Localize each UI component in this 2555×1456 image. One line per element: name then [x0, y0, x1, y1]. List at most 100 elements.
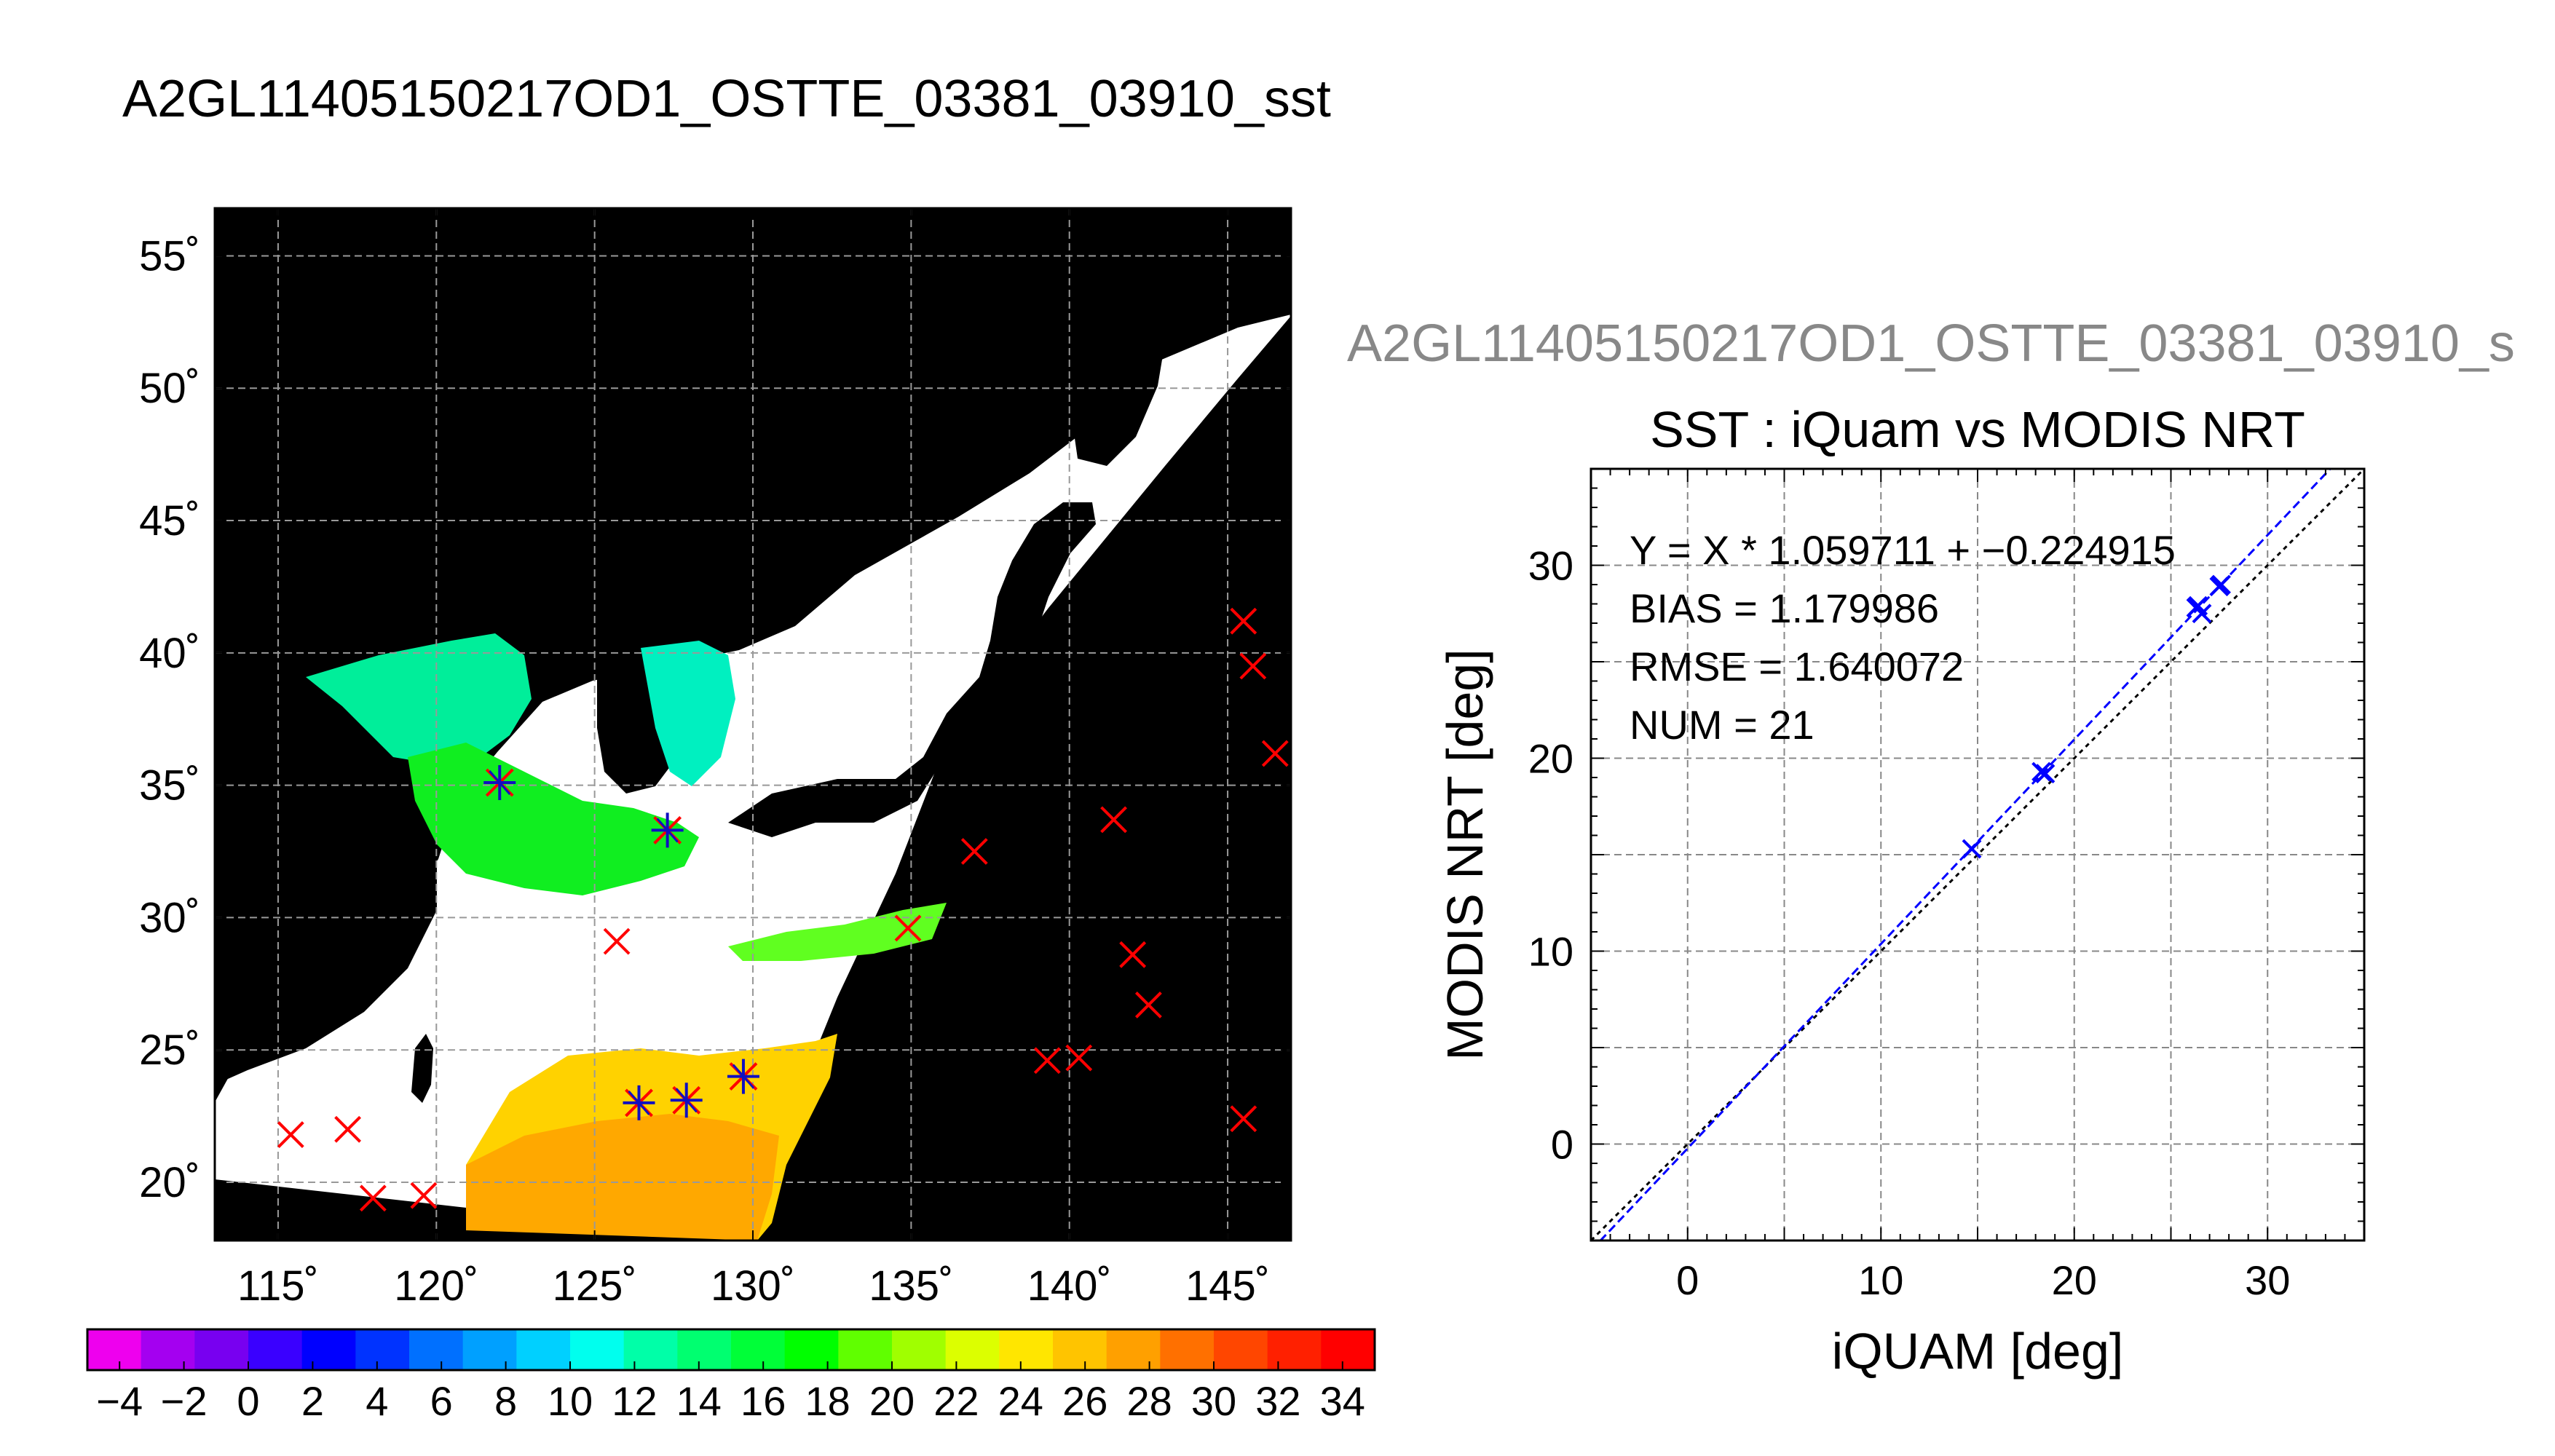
map-xtick-label: 120˚ — [394, 1262, 478, 1310]
sst-colorbar: −4 −2 0 2 4 6 8 10 12 14 16 18 20 22 24 26 28 30 32 34 — [86, 1328, 1376, 1424]
colorbar-segment — [623, 1329, 678, 1370]
map-ytick-label: 50˚ — [139, 365, 200, 412]
map-buoy-marker — [1230, 607, 1257, 635]
colorbar-segment — [1321, 1329, 1375, 1370]
scatter-ylabel: MODIS NRT [deg] — [1437, 649, 1493, 1060]
map-ytick-label: 30˚ — [139, 894, 200, 941]
colorbar-tick-label: −2 — [161, 1378, 208, 1424]
sst-scatter: A2GL11405150217OD1_OSTTE_03381_03910_s S… — [1347, 314, 2515, 1380]
colorbar-segment — [301, 1329, 356, 1370]
map-buoy-marker — [1033, 1047, 1061, 1075]
scatter-point — [1962, 839, 1982, 859]
colorbar-segment — [1160, 1329, 1215, 1370]
colorbar-segment — [731, 1329, 786, 1370]
colorbar-tick-label: 6 — [430, 1378, 453, 1424]
colorbar-tick-label: −4 — [96, 1378, 143, 1424]
colorbar-segment — [1053, 1329, 1107, 1370]
map-buoy-marker — [359, 1184, 387, 1212]
scatter-xlabel: iQUAM [deg] — [1832, 1323, 2124, 1380]
scatter-point — [2035, 764, 2056, 784]
map-buoy-marker — [1100, 806, 1127, 834]
colorbar-segment — [1214, 1329, 1268, 1370]
page-title: A2GL11405150217OD1_OSTTE_03381_03910_sst — [122, 70, 1331, 128]
colorbar-tick-label: 18 — [805, 1378, 850, 1424]
colorbar-segment — [462, 1329, 517, 1370]
colorbar-tick-label: 28 — [1126, 1378, 1172, 1424]
colorbar-tick-label: 22 — [933, 1378, 979, 1424]
map-buoy-marker — [960, 838, 988, 865]
colorbar-tick-label: 0 — [237, 1378, 259, 1424]
map-matched-marker — [623, 1085, 655, 1120]
sst-south-hot — [466, 1114, 779, 1241]
scatter-minor-ticks — [1591, 469, 2364, 1241]
scatter-ytick-label: 10 — [1528, 929, 1573, 975]
scatter-ytick-label: 0 — [1551, 1122, 1573, 1168]
scatter-points — [1962, 574, 2231, 859]
colorbar-segment — [87, 1329, 142, 1370]
colorbar-segment — [1106, 1329, 1161, 1370]
colorbar-tick-label: 10 — [548, 1378, 593, 1424]
colorbar-segment — [784, 1329, 839, 1370]
land-hokkaido — [1070, 320, 1165, 466]
map-buoy-marker — [1065, 1044, 1093, 1072]
scatter-point — [2209, 577, 2230, 597]
fit-line — [1599, 469, 2332, 1241]
map-ytick-label: 25˚ — [139, 1026, 200, 1074]
colorbar-tick-label: 16 — [741, 1378, 786, 1424]
scatter-xtick-label: 30 — [2245, 1257, 2290, 1303]
colorbar-segment — [999, 1329, 1054, 1370]
map-ytick-label: 45˚ — [139, 497, 200, 545]
scatter-lines — [1591, 469, 2364, 1241]
map-matched-marker — [651, 812, 684, 848]
map-xtick-label: 135˚ — [869, 1262, 953, 1310]
colorbar-segment — [355, 1329, 410, 1370]
sst-yellow-sea — [306, 633, 532, 764]
sst-east-china-sea — [408, 743, 699, 895]
map-xtick-label: 140˚ — [1027, 1262, 1112, 1310]
map-ytick-label: 40˚ — [139, 630, 200, 677]
map-buoy-marker — [1239, 652, 1267, 680]
map-xtick-label: 130˚ — [711, 1262, 795, 1310]
scatter-xtick-label: 0 — [1676, 1257, 1699, 1303]
map-buoy-marker — [277, 1121, 304, 1148]
colorbar-segment — [945, 1329, 1000, 1370]
colorbar-segment — [516, 1329, 571, 1370]
stats-num: NUM = 21 — [1630, 702, 1814, 748]
colorbar-segment — [677, 1329, 732, 1370]
colorbar-tick-label: 2 — [301, 1378, 324, 1424]
colorbar-segment — [570, 1329, 625, 1370]
map-matched-marker — [670, 1083, 703, 1118]
map-buoy-marker — [1230, 1105, 1257, 1133]
map-xtick-label: 115˚ — [237, 1262, 319, 1310]
map-xtick-label: 145˚ — [1185, 1262, 1270, 1310]
map-buoy-marker — [1119, 941, 1147, 968]
land-continent — [215, 208, 874, 1085]
scatter-ytick-label: 30 — [1528, 543, 1573, 589]
colorbar-segment — [409, 1329, 464, 1370]
map-xtick-label: 125˚ — [553, 1262, 637, 1310]
colorbar-segment — [892, 1329, 947, 1370]
colorbar-tick-label: 14 — [676, 1378, 722, 1424]
scatter-side-title: A2GL11405150217OD1_OSTTE_03381_03910_s — [1347, 314, 2515, 373]
colorbar-segment — [838, 1329, 893, 1370]
colorbar-tick-label: 20 — [869, 1378, 915, 1424]
map-ticks: 115˚ 120˚ 125˚ 130˚ 135˚ 140˚ 145˚ 20˚ 25˚ 30˚ 35˚… — [139, 208, 1291, 1310]
colorbar-segment — [248, 1329, 303, 1370]
stats-rmse: RMSE = 1.640072 — [1630, 644, 1964, 689]
map-matched-marker — [727, 1059, 759, 1094]
scatter-xtick-label: 20 — [2052, 1257, 2097, 1303]
scatter-ticks: 0 10 20 30 0 10 20 30 — [1528, 543, 2291, 1304]
scatter-ytick-label: 20 — [1528, 736, 1573, 782]
colorbar-tick-label: 26 — [1062, 1378, 1107, 1424]
map-buoy-marker — [410, 1182, 438, 1209]
map-markers — [277, 607, 1289, 1212]
colorbar-segment — [194, 1329, 249, 1370]
land-taiwan — [411, 1034, 433, 1103]
map-ytick-label: 20˚ — [139, 1159, 200, 1206]
map-buoy-marker — [1261, 740, 1289, 767]
colorbar-tick-label: 32 — [1255, 1378, 1300, 1424]
map-matched-marker — [483, 764, 516, 800]
scatter-stats: Y = X * 1.059711 + −0.224915 BIAS = 1.17… — [1630, 527, 2176, 748]
map-buoy-marker — [894, 914, 922, 942]
stats-bias: BIAS = 1.179986 — [1630, 585, 1939, 631]
